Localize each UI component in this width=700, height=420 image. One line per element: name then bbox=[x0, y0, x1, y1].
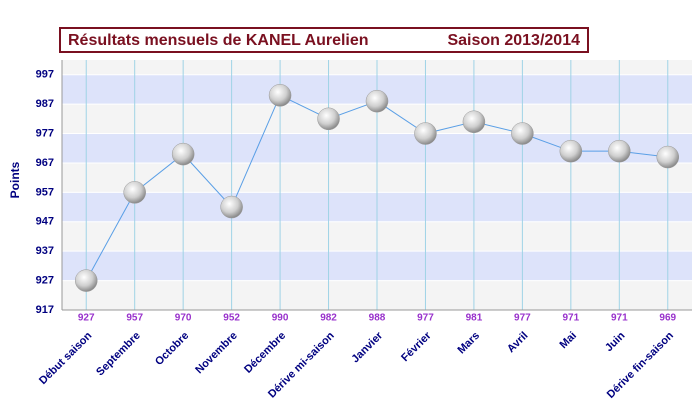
value-label: 970 bbox=[175, 313, 192, 324]
marker bbox=[365, 89, 389, 113]
y-tick-label: 967 bbox=[36, 157, 54, 169]
value-label: 988 bbox=[369, 313, 386, 324]
marker bbox=[123, 181, 146, 204]
x-tick-label: Janvier bbox=[349, 329, 385, 365]
marker bbox=[414, 122, 437, 145]
y-tick-label: 987 bbox=[36, 98, 54, 110]
chart-title: Résultats mensuels de KANEL Aurelien bbox=[68, 32, 369, 49]
value-label: 927 bbox=[78, 313, 95, 324]
title-box bbox=[59, 27, 589, 53]
value-label: 971 bbox=[611, 313, 628, 324]
x-tick-label: Début saison bbox=[37, 330, 95, 388]
marker bbox=[268, 84, 292, 107]
value-label: 971 bbox=[563, 313, 580, 324]
marker bbox=[74, 269, 98, 292]
y-tick-label: 957 bbox=[36, 186, 54, 198]
x-tick-label: Avril bbox=[505, 330, 530, 355]
marker bbox=[317, 107, 340, 131]
y-tick-label: 977 bbox=[36, 127, 54, 139]
marker bbox=[608, 139, 631, 163]
marker bbox=[511, 122, 534, 145]
value-label: 977 bbox=[514, 313, 531, 324]
value-label: 969 bbox=[659, 313, 676, 324]
x-tick-label: Février bbox=[399, 329, 434, 364]
value-label: 982 bbox=[320, 313, 337, 324]
y-tick-label: 917 bbox=[36, 304, 54, 316]
marker bbox=[171, 142, 195, 166]
marker bbox=[559, 139, 583, 163]
x-tick-label: Mars bbox=[455, 330, 482, 357]
y-tick-label: 927 bbox=[36, 274, 54, 286]
x-tick-label: Septembre bbox=[94, 330, 143, 379]
value-label: 977 bbox=[417, 313, 434, 324]
value-label: 952 bbox=[223, 313, 240, 324]
x-tick-label: Mai bbox=[558, 330, 579, 351]
y-axis-label: Points bbox=[8, 161, 22, 198]
x-tick-label: Juin bbox=[603, 330, 628, 355]
marker bbox=[220, 195, 243, 219]
value-label: 981 bbox=[466, 313, 483, 324]
x-tick-label: Décembre bbox=[242, 330, 288, 376]
y-tick-label: 937 bbox=[36, 245, 54, 257]
x-tick-label: Novembre bbox=[193, 330, 240, 377]
value-label: 990 bbox=[272, 313, 289, 324]
chart-subtitle: Saison 2013/2014 bbox=[447, 32, 580, 49]
marker bbox=[656, 145, 680, 169]
x-tick-label: Octobre bbox=[153, 330, 191, 368]
value-label: 957 bbox=[126, 313, 143, 324]
marker bbox=[462, 110, 486, 134]
y-tick-label: 947 bbox=[36, 216, 54, 228]
y-tick-label: 997 bbox=[36, 69, 54, 81]
